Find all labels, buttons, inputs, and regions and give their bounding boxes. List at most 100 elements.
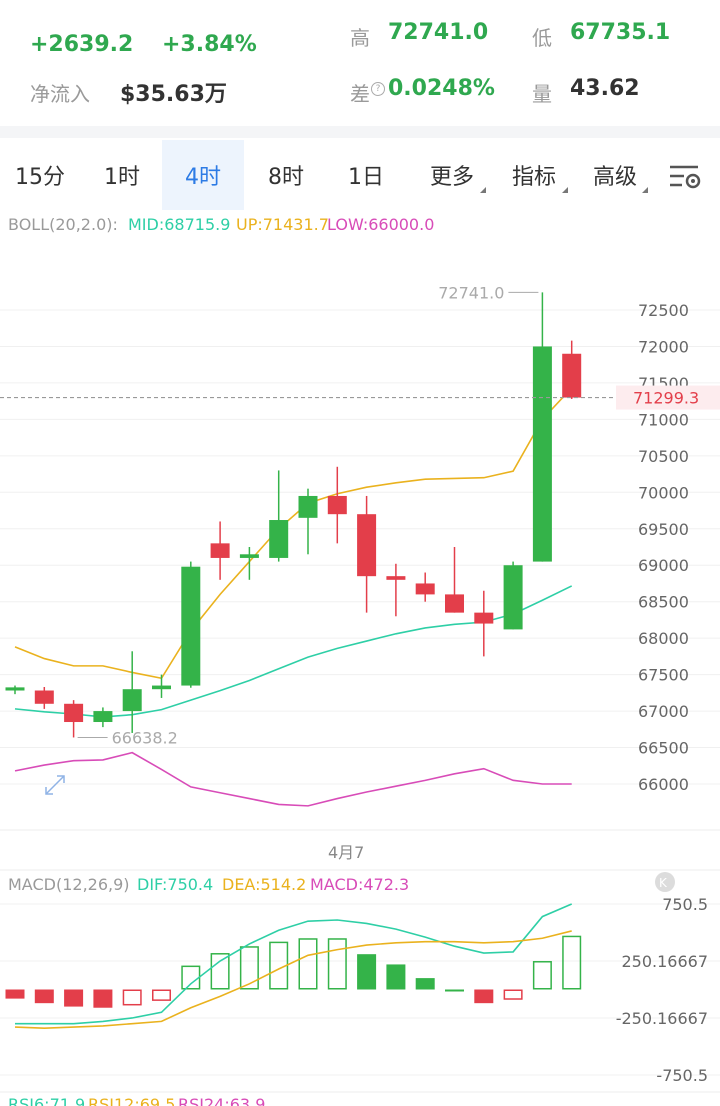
price-tick-label: 70500 <box>638 447 689 466</box>
tab-15m[interactable]: 15分 <box>15 165 65 190</box>
macd-bar <box>64 989 84 1007</box>
advanced-dropdown[interactable]: 高级 <box>580 140 650 210</box>
macd-histogram <box>5 935 582 1008</box>
timeframe-tabs: 15分 1时 4时 8时 1日 更多 指标 高级 <box>0 140 720 216</box>
price-tick-label: 69500 <box>638 520 689 539</box>
macd-tick-label: 750.5 <box>662 895 708 914</box>
tab-4h[interactable]: 4时 <box>162 140 244 210</box>
macd-dea-line <box>14 930 572 1030</box>
more-caret-icon <box>480 187 486 193</box>
macd-tick-label: -250.16667 <box>616 1009 708 1028</box>
macd-bar <box>239 946 259 990</box>
macd-bar <box>532 961 552 990</box>
low-value: 67735.1 <box>570 20 671 45</box>
section-divider <box>0 126 720 138</box>
candle-body <box>269 520 289 558</box>
candle-body <box>298 495 318 518</box>
candle-body <box>181 566 201 686</box>
price-tick-label: 72000 <box>638 337 689 356</box>
price-tick-label: 68000 <box>638 629 689 648</box>
chart-settings-icon[interactable] <box>668 162 704 192</box>
candle-body <box>445 594 464 613</box>
price-tick-label: 72500 <box>638 301 689 320</box>
volume-value: 43.62 <box>570 76 640 101</box>
expand-icon[interactable] <box>45 775 65 795</box>
current-price-label: 71299.3 <box>633 389 699 408</box>
info-icon[interactable]: ? <box>371 82 385 96</box>
price-tick-label: 71000 <box>638 410 689 429</box>
boll-mid-line <box>14 585 573 718</box>
price-axis: 72500 72000 71500 71000 70500 70000 69500 69000… <box>638 301 689 794</box>
candle-body <box>562 353 582 398</box>
price-tick-label: 68500 <box>638 593 689 612</box>
macd-bar <box>562 935 582 990</box>
macd-tick-label: -750.5 <box>656 1066 708 1085</box>
candle-down <box>327 466 347 544</box>
collapse-icon[interactable]: K <box>655 872 675 892</box>
candle-up <box>239 547 259 580</box>
candle-body <box>152 685 171 690</box>
price-grid <box>0 309 720 785</box>
boll-upper-line <box>14 387 573 680</box>
candle-down <box>210 521 230 580</box>
boll-label: BOLL(20,2.0): <box>8 215 118 234</box>
indicator-dropdown[interactable]: 指标 <box>496 140 572 210</box>
macd-bar <box>357 954 377 990</box>
macd-bar <box>34 989 54 1004</box>
candle-up <box>532 292 552 562</box>
candle-body <box>415 583 435 595</box>
macd-bar <box>181 965 201 990</box>
candle-up <box>122 651 142 733</box>
netflow-value: $35.63万 <box>120 82 227 107</box>
candle-down <box>415 572 435 602</box>
macd-bar <box>474 989 494 1004</box>
macd-label: MACD(12,26,9) <box>8 875 130 894</box>
candle-body <box>93 711 113 723</box>
boll-low-value: LOW:66000.0 <box>327 215 434 234</box>
diff-value: 0.0248% <box>388 76 495 101</box>
candle-body <box>357 514 377 577</box>
volume-label: 量 <box>532 82 552 106</box>
price-tick-label: 67000 <box>638 702 689 721</box>
candle-body <box>386 576 406 580</box>
high-label: 高 <box>350 26 370 50</box>
macd-grid <box>0 903 720 1076</box>
candle-up <box>93 707 113 728</box>
macd-bar <box>5 989 25 999</box>
macd-dea-value: DEA:514.2 <box>222 875 306 894</box>
boll-up-value: UP:71431.7 <box>236 215 329 234</box>
tab-1d[interactable]: 1日 <box>348 165 384 190</box>
current-price-box <box>616 385 720 410</box>
ticker-header: +2639.2 +3.84% 净流入 $35.63万 高 72741.0 低 6… <box>0 0 720 126</box>
macd-dif-line <box>15 903 573 1025</box>
netflow-label: 净流入 <box>30 82 90 106</box>
macd-tick-label: 250.16667 <box>621 952 708 971</box>
macd-bar <box>269 941 289 990</box>
tab-8h[interactable]: 8时 <box>268 165 304 190</box>
candle-up <box>152 674 171 698</box>
more-label: 更多 <box>429 165 474 190</box>
candle-down <box>34 687 54 709</box>
macd-lines <box>14 903 573 1030</box>
macd-bar <box>327 938 347 990</box>
min-price-label: 66638.2 <box>112 728 178 747</box>
candle-body <box>34 690 54 704</box>
macd-bar <box>152 989 171 1001</box>
macd-bar <box>122 989 142 1006</box>
price-tick-label: 70000 <box>638 483 689 502</box>
candle-up <box>298 488 318 555</box>
high-value: 72741.0 <box>388 20 489 45</box>
boll-lower-line <box>14 751 572 807</box>
svg-text:K: K <box>659 876 668 890</box>
tab-1h[interactable]: 1时 <box>104 165 140 190</box>
candle-up <box>5 685 25 695</box>
diff-label: 差 <box>350 82 370 106</box>
boll-lines <box>14 387 573 807</box>
macd-dif-value: DIF:750.4 <box>137 875 213 894</box>
price-tick-label: 66500 <box>638 739 689 758</box>
macd-bar <box>298 938 318 990</box>
macd-bar <box>210 953 230 990</box>
more-dropdown[interactable]: 更多 <box>414 140 490 210</box>
candle-body <box>503 565 523 630</box>
candle-down <box>474 590 494 657</box>
